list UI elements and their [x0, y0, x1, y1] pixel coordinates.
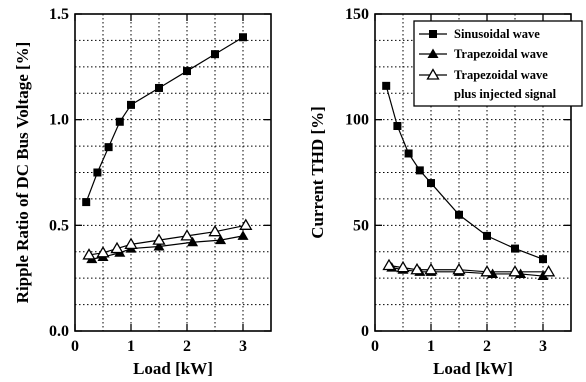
data-point: [82, 198, 91, 207]
y-tick-label: 0.0: [49, 323, 69, 340]
data-point: [382, 81, 391, 90]
series-1: [82, 33, 247, 207]
x-tick-label: 3: [539, 338, 547, 355]
data-point: [511, 244, 519, 253]
data-point: [153, 240, 165, 251]
data-point: [410, 262, 424, 275]
series-1: [382, 81, 547, 264]
data-point: [239, 33, 247, 42]
data-point: [539, 255, 547, 264]
y-axis-title: Ripple Ratio of DC Bus Voltage [%]: [13, 42, 32, 304]
series-3: [82, 218, 253, 260]
grid: [75, 14, 271, 331]
plot-frame: [374, 13, 572, 332]
data-point: [396, 260, 410, 273]
x-tick-label: 0: [371, 338, 379, 355]
data-point: [424, 262, 438, 275]
data-point: [187, 236, 199, 247]
data-point: [208, 224, 222, 237]
data-point: [104, 143, 113, 152]
legend-item: Trapezoidal wave: [419, 47, 548, 61]
plot-frame: [74, 13, 272, 332]
chart-2: 0 1 2 3 0 50 100 150 Load [kW] Current THD [%] Sin…: [308, 6, 583, 378]
data-point: [404, 149, 413, 158]
x-axis-title: Load [kW]: [433, 359, 513, 378]
series-2: [86, 230, 249, 264]
series-3: [382, 258, 556, 277]
legend-marker: [429, 30, 437, 38]
y-tick-label: 100: [345, 112, 369, 129]
x-tick-label: 0: [71, 338, 79, 355]
x-tick-label: 3: [239, 338, 247, 355]
data-point: [96, 246, 110, 258]
x-axis-title: Load [kW]: [133, 359, 213, 378]
data-point: [180, 229, 194, 241]
data-point: [480, 265, 494, 277]
data-point: [82, 248, 96, 260]
data-point: [124, 237, 138, 250]
legend-item: Trapezoidal wave plus injected signal: [419, 68, 557, 101]
legend-label: plus injected signal: [454, 87, 557, 101]
data-point: [382, 258, 396, 271]
data-point: [110, 241, 124, 254]
data-point: [452, 262, 466, 275]
x-tick-label: 2: [483, 338, 491, 355]
data-point: [427, 179, 435, 188]
legend-box: [413, 20, 583, 107]
data-point: [155, 83, 163, 92]
data-point: [211, 50, 219, 59]
y-tick-label: 0: [361, 323, 369, 340]
data-point: [483, 231, 491, 240]
y-tick-label: 1.0: [49, 112, 69, 129]
x-tick-label: 2: [183, 338, 191, 355]
legend-label: Trapezoidal wave: [454, 68, 548, 82]
chart-1: 0 1 2 3 0.0 0.5 1.0 1.5 Load [kW] Ripple Ratio of…: [13, 6, 272, 378]
x-tick-label: 1: [427, 338, 435, 355]
data-point: [93, 168, 102, 177]
data-point: [393, 122, 402, 131]
data-point: [455, 210, 463, 219]
legend-item: Sinusoidal wave: [419, 27, 540, 41]
legend-label: Trapezoidal wave: [454, 47, 548, 61]
data-point: [215, 234, 227, 245]
data-point: [508, 265, 522, 277]
data-point: [237, 230, 249, 240]
data-point: [115, 117, 124, 126]
series-2: [386, 262, 549, 281]
data-point: [239, 218, 253, 230]
y-axis-title: Current THD [%]: [308, 106, 327, 239]
data-point: [183, 67, 191, 76]
legend-label: Sinusoidal wave: [454, 27, 540, 41]
y-tick-label: 50: [353, 217, 369, 234]
data-point: [415, 166, 424, 175]
data-point: [541, 265, 556, 277]
y-tick-label: 150: [345, 6, 369, 23]
legend-marker: [426, 68, 440, 80]
data-point: [127, 100, 135, 109]
data-point: [152, 233, 166, 245]
y-tick-label: 0.5: [49, 217, 69, 234]
x-tick-label: 1: [127, 338, 135, 355]
y-tick-label: 1.5: [49, 6, 69, 23]
legend-marker: [427, 48, 439, 58]
